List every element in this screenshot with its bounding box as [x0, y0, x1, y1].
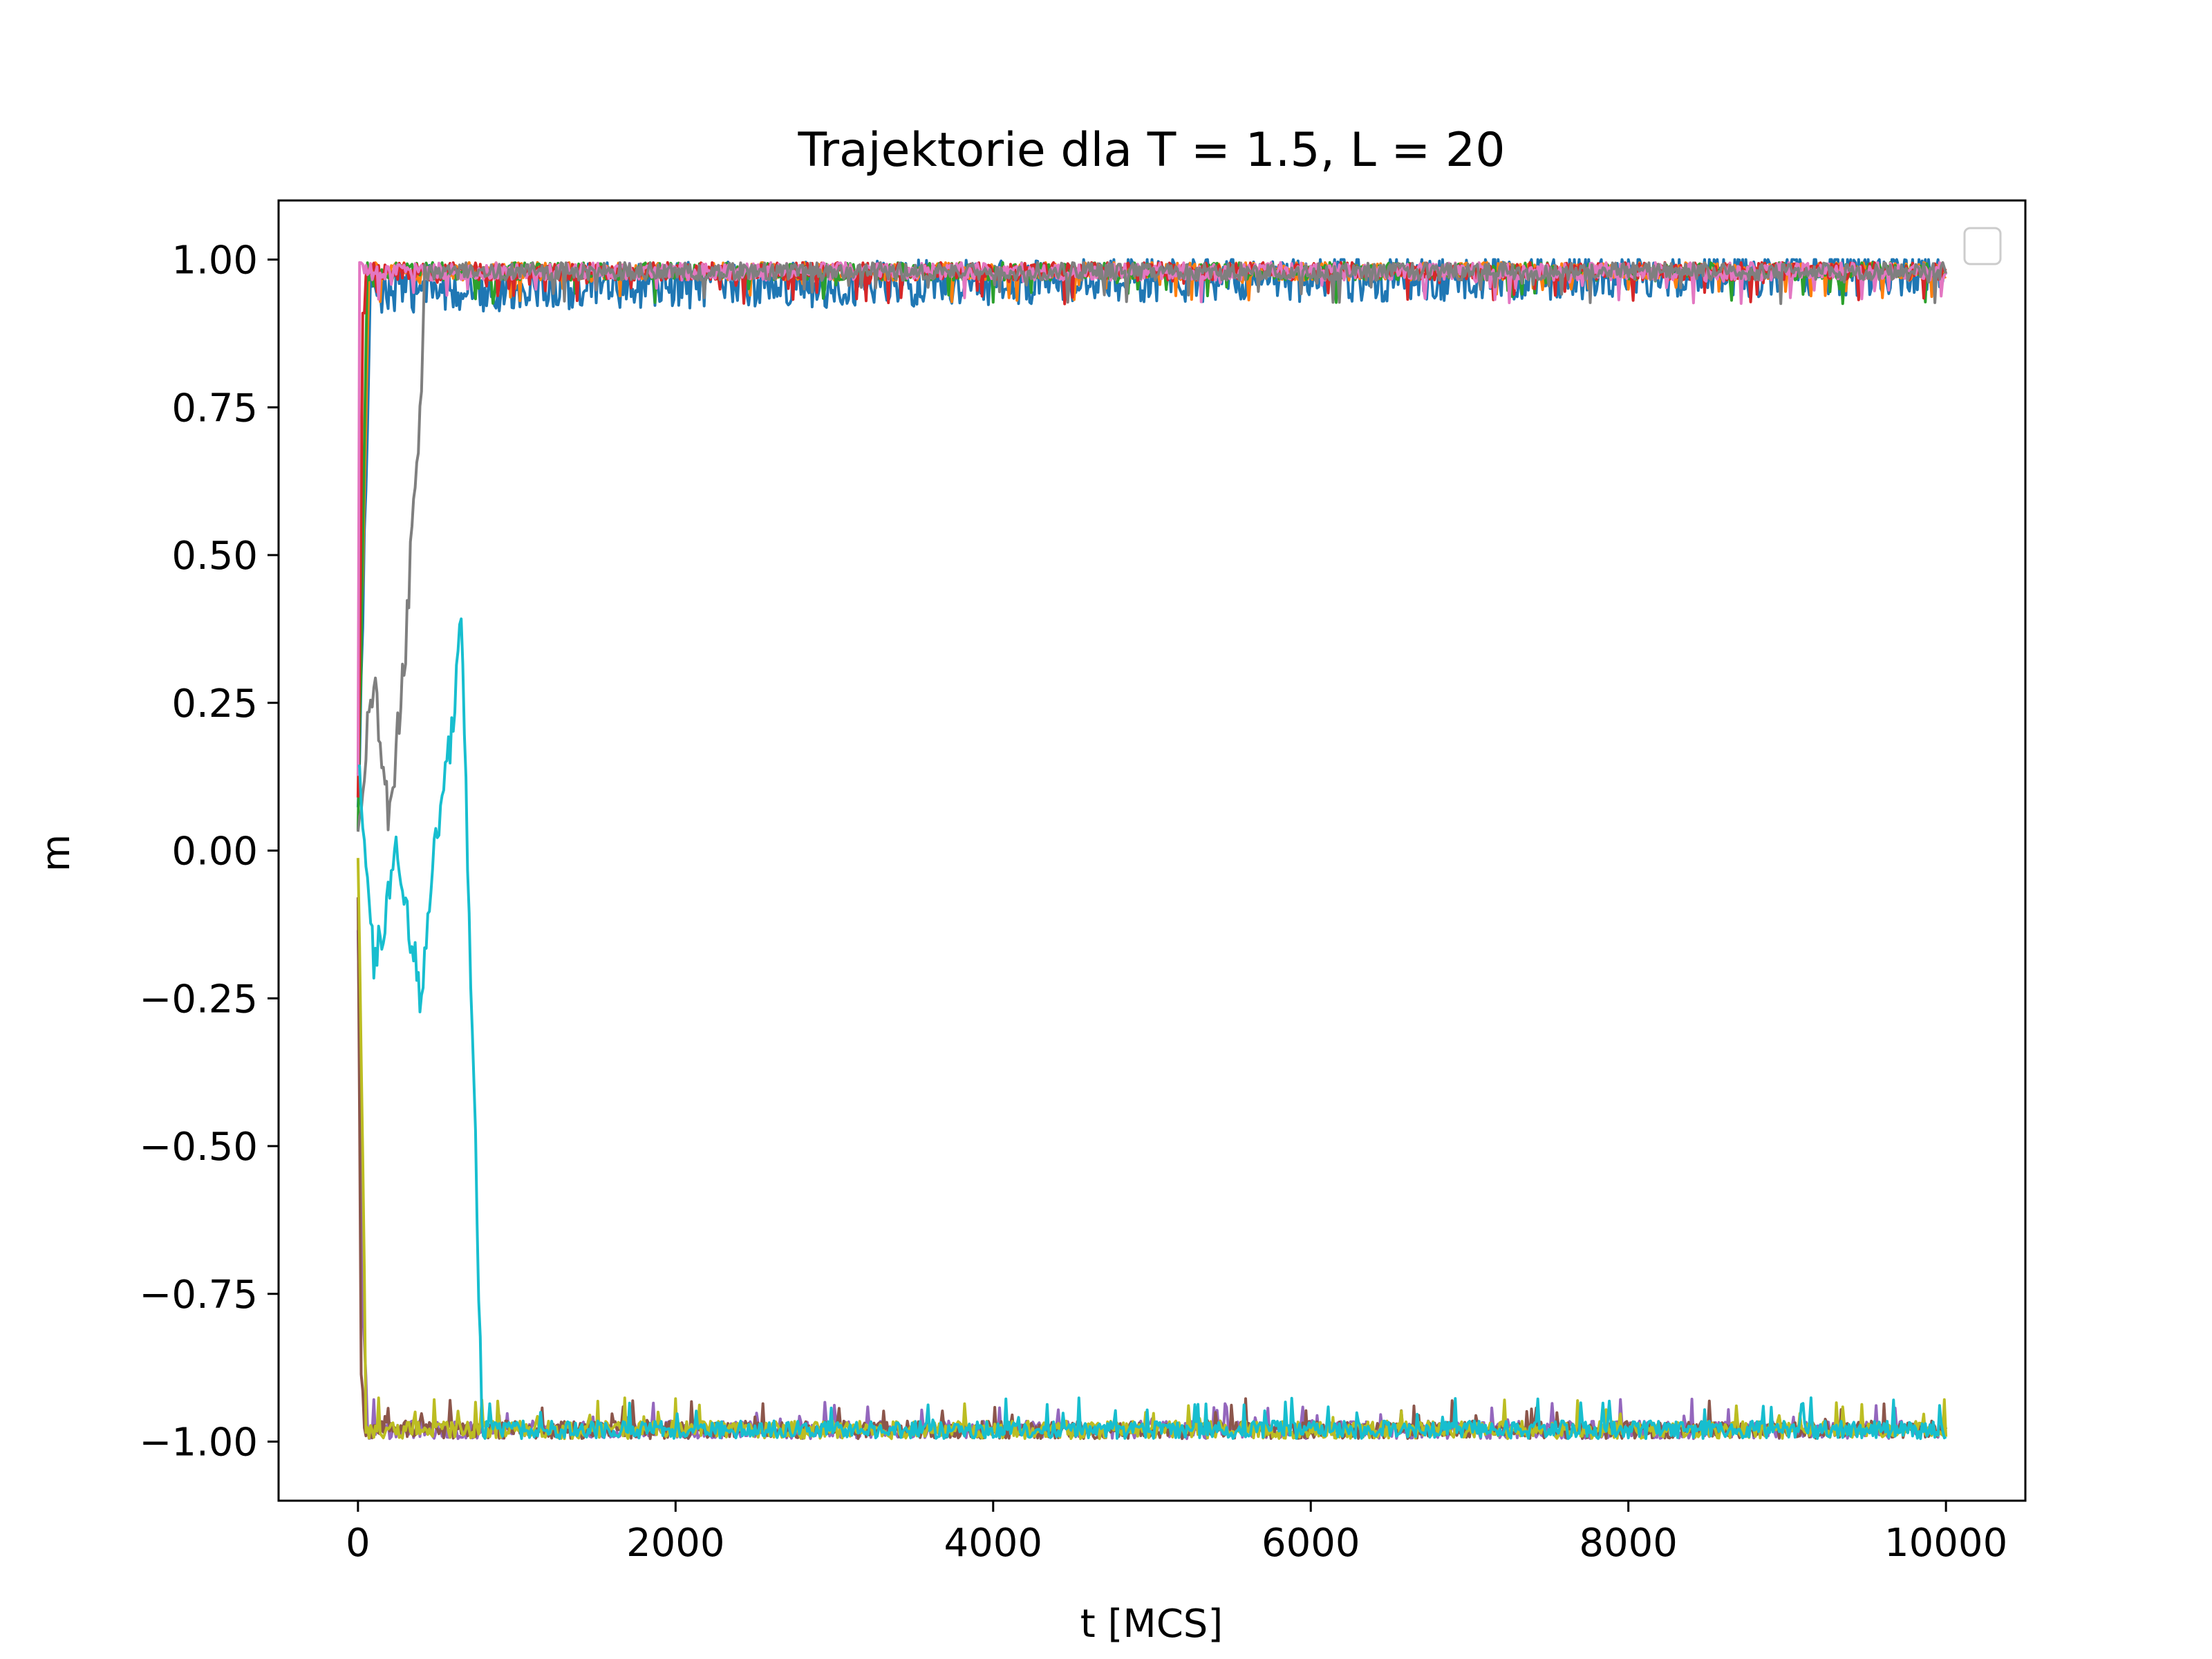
- x-axis-ticks: 0 2000 4000 6000 8000 10000: [346, 1501, 2007, 1566]
- y-tick-label: −0.50: [139, 1125, 258, 1170]
- series-line-9: [357, 617, 1947, 1441]
- y-tick-label: 0.50: [171, 534, 258, 579]
- y-axis-ticks: 1.00 0.75 0.50 0.25 0.00 −0.25 −0.50 −0.75 −1.00: [139, 238, 279, 1465]
- y-tick-label: 0.75: [171, 386, 258, 431]
- x-tick-label: 2000: [626, 1521, 725, 1566]
- y-tick-label: 0.25: [171, 682, 258, 727]
- y-tick-label: −1.00: [139, 1421, 258, 1465]
- y-tick-label: 1.00: [171, 238, 258, 283]
- x-tick-label: 4000: [944, 1521, 1043, 1566]
- x-axis-label: t [MCS]: [1080, 1602, 1223, 1647]
- x-tick-label: 8000: [1579, 1521, 1678, 1566]
- series-layer: [356, 258, 1948, 1441]
- series-line-0: [356, 258, 1948, 807]
- x-tick-label: 0: [346, 1521, 371, 1566]
- chart-title: Trajektorie dla T = 1.5, L = 20: [798, 123, 1506, 178]
- series-line-5: [356, 897, 1948, 1441]
- x-tick-label: 10000: [1884, 1521, 2007, 1566]
- plot-area-frame: [277, 199, 2027, 1502]
- y-axis-label: m: [34, 834, 79, 872]
- y-tick-label: −0.75: [139, 1273, 258, 1318]
- series-line-8: [356, 858, 1948, 1441]
- legend-box: [1963, 227, 2002, 265]
- x-tick-label: 6000: [1262, 1521, 1360, 1566]
- y-tick-label: −0.25: [139, 977, 258, 1022]
- y-tick-label: 0.00: [171, 830, 258, 874]
- series-line-7: [356, 261, 1948, 832]
- legend: [1963, 227, 2002, 265]
